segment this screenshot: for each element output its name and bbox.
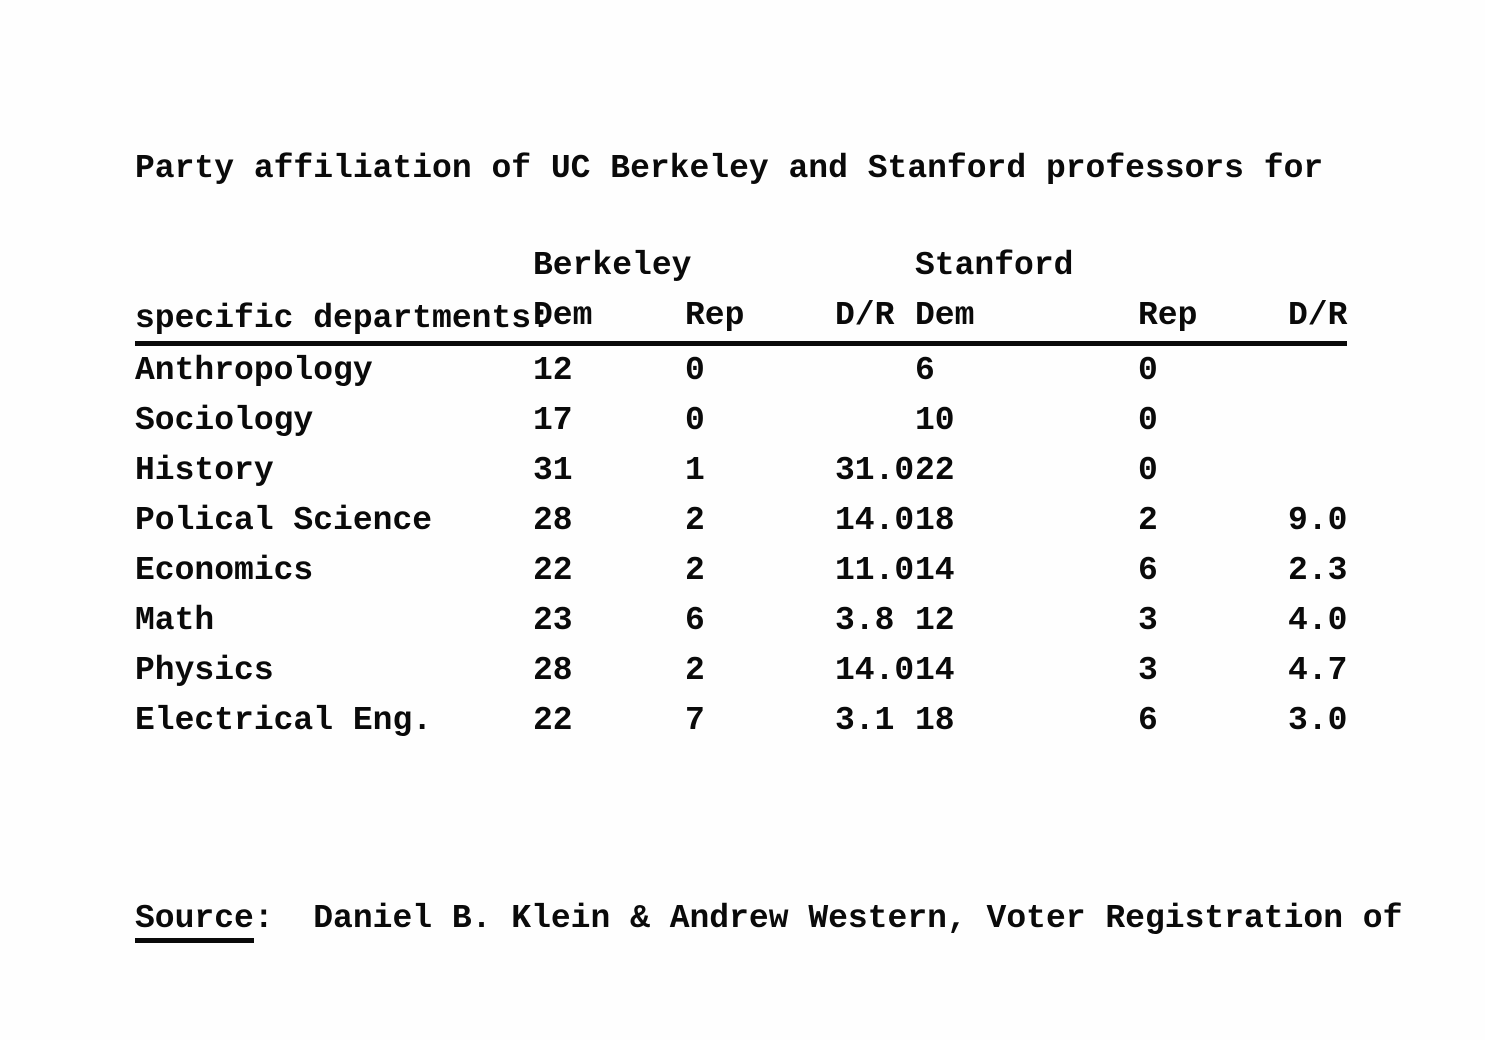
cell-stanford-dem: 18	[915, 702, 955, 739]
cell-dept: Math	[135, 602, 215, 639]
cell-stanford-dr	[1288, 396, 1347, 446]
cell-berkeley-dr: 3.1	[835, 702, 895, 739]
stanford-dem-header: Dem	[915, 297, 975, 334]
cell-stanford-rep: 0	[1138, 452, 1158, 489]
cell-dept: History	[135, 452, 274, 489]
cell-stanford-dem: 18	[915, 502, 955, 539]
source-label: Source	[135, 900, 254, 943]
table-row: Economics 22 2 11.0 14 6 2.3	[135, 546, 1347, 596]
table-row: Polical Science 28 2 14.0 18 2 9.0	[135, 496, 1347, 546]
cell-berkeley-rep: 1	[685, 452, 705, 489]
cell-berkeley-dr: 11.0	[835, 552, 915, 589]
cell-stanford-dr: 2.3	[1288, 552, 1348, 589]
cell-berkeley-rep: 2	[685, 552, 705, 589]
berkeley-rep-header: Rep	[685, 297, 745, 334]
cell-stanford-dr	[1288, 344, 1347, 397]
group-header-row: Berkeley Stanford	[135, 241, 1347, 291]
cell-stanford-dr	[1288, 446, 1347, 496]
cell-stanford-dem: 14	[915, 652, 955, 689]
cell-dept: Anthropology	[135, 352, 373, 389]
title-line-1: Party affiliation of UC Berkeley and Sta…	[135, 150, 1324, 187]
cell-berkeley-dr: 31.0	[835, 452, 915, 489]
cell-berkeley-dem: 28	[533, 652, 573, 689]
cell-berkeley-rep: 2	[685, 502, 705, 539]
cell-stanford-rep: 6	[1138, 552, 1158, 589]
column-header-row: Dem Rep D/R Dem Rep D/R	[135, 291, 1347, 344]
stanford-group-header: Stanford	[915, 247, 1074, 284]
source-line-1: Source: Daniel B. Klein & Andrew Western…	[135, 894, 1422, 944]
cell-dept: Polical Science	[135, 502, 433, 539]
cell-stanford-rep: 6	[1138, 702, 1158, 739]
source-citation: Source: Daniel B. Klein & Andrew Western…	[135, 794, 1422, 1040]
document-title: Party affiliation of UC Berkeley and Sta…	[135, 44, 1323, 444]
table-row: Anthropology 12 0 6 0	[135, 344, 1347, 397]
cell-berkeley-dem: 12	[533, 352, 573, 389]
cell-stanford-rep: 0	[1138, 402, 1158, 439]
table-row: Sociology 17 0 10 0	[135, 396, 1347, 446]
cell-berkeley-dr: 14.0	[835, 502, 915, 539]
table-row: Physics 28 2 14.0 14 3 4.7	[135, 646, 1347, 696]
table-row: Math 23 6 3.8 12 3 4.0	[135, 596, 1347, 646]
cell-berkeley-dem: 22	[533, 552, 573, 589]
cell-dept: Electrical Eng.	[135, 702, 433, 739]
cell-stanford-dem: 10	[915, 402, 955, 439]
source-line-1-text: : Daniel B. Klein & Andrew Western, Vote…	[253, 900, 1403, 937]
stanford-dr-header: D/R	[1288, 297, 1348, 334]
party-affiliation-table: Berkeley Stanford Dem Rep D/R Dem Rep D/…	[135, 241, 1347, 746]
cell-stanford-dr: 3.0	[1288, 702, 1348, 739]
berkeley-dem-header: Dem	[533, 297, 593, 334]
cell-stanford-rep: 2	[1138, 502, 1158, 539]
berkeley-group-header: Berkeley	[533, 247, 692, 284]
cell-stanford-rep: 3	[1138, 652, 1158, 689]
cell-stanford-dem: 22	[915, 452, 955, 489]
cell-berkeley-rep: 6	[685, 602, 705, 639]
cell-stanford-dem: 14	[915, 552, 955, 589]
cell-berkeley-dr: 3.8	[835, 602, 895, 639]
cell-berkeley-dem: 28	[533, 502, 573, 539]
berkeley-dr-header: D/R	[835, 297, 895, 334]
cell-dept: Physics	[135, 652, 274, 689]
dept-header-spacer	[135, 291, 533, 344]
title-line-2: specific departments:	[135, 300, 551, 337]
stanford-rep-header: Rep	[1138, 297, 1198, 334]
cell-berkeley-rep: 7	[685, 702, 705, 739]
cell-stanford-rep: 3	[1138, 602, 1158, 639]
cell-berkeley-dem: 17	[533, 402, 573, 439]
cell-berkeley-dem: 23	[533, 602, 573, 639]
cell-dept: Sociology	[135, 402, 314, 439]
cell-stanford-dem: 12	[915, 602, 955, 639]
cell-stanford-rep: 0	[1138, 352, 1158, 389]
cell-berkeley-dr	[835, 344, 915, 397]
cell-berkeley-dr: 14.0	[835, 652, 915, 689]
cell-berkeley-rep: 2	[685, 652, 705, 689]
table-row: Electrical Eng. 22 7 3.1 18 6 3.0	[135, 696, 1347, 746]
table-row: History 31 1 31.0 22 0	[135, 446, 1347, 496]
cell-berkeley-rep: 0	[685, 352, 705, 389]
cell-dept: Economics	[135, 552, 314, 589]
cell-berkeley-rep: 0	[685, 402, 705, 439]
group-header-spacer	[135, 241, 533, 291]
cell-stanford-dr: 4.7	[1288, 652, 1348, 689]
cell-berkeley-dem: 31	[533, 452, 573, 489]
cell-stanford-dr: 4.0	[1288, 602, 1348, 639]
cell-stanford-dr: 9.0	[1288, 502, 1348, 539]
cell-berkeley-dr	[835, 396, 915, 446]
cell-stanford-dem: 6	[915, 352, 935, 389]
cell-berkeley-dem: 22	[533, 702, 573, 739]
